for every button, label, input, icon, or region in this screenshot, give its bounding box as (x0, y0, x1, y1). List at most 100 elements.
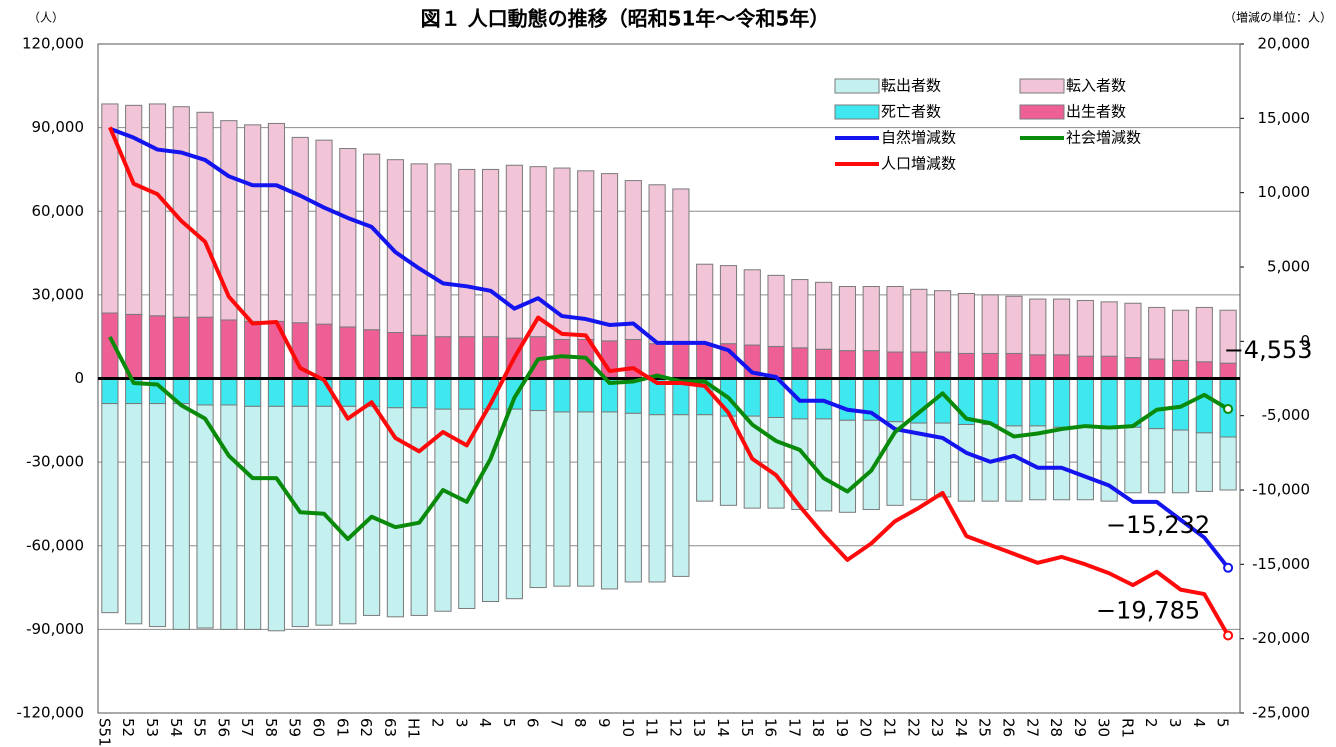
bar (934, 290, 952, 353)
bar (410, 378, 428, 409)
bar (815, 378, 833, 420)
bar (767, 417, 785, 509)
legend-label: 自然増減数 (881, 129, 956, 147)
bar (529, 166, 547, 338)
x-tick-label: 2 (1142, 718, 1160, 728)
y2-tick-label: 20,000 (1258, 35, 1311, 53)
x-tick-label: 3 (452, 718, 470, 728)
bar (1029, 378, 1047, 427)
bar (600, 173, 619, 342)
bar (386, 332, 404, 380)
bar (981, 294, 999, 354)
bar (696, 263, 714, 345)
x-tick-label: 14 (714, 718, 732, 737)
marker (1223, 404, 1234, 415)
bar (957, 292, 975, 354)
bar (481, 336, 500, 379)
x-tick-label: 60 (310, 718, 328, 737)
bar (339, 378, 357, 407)
bar (1219, 362, 1237, 380)
bar (838, 419, 857, 513)
bar (719, 415, 738, 506)
bar (458, 408, 476, 609)
x-tick-label: 15 (738, 718, 756, 737)
x-tick-label: 52 (119, 718, 137, 737)
legend-swatch (834, 78, 880, 94)
legend-label: 転出者数 (881, 77, 941, 95)
x-tick-label: 63 (381, 718, 399, 737)
x-tick-label: 7 (547, 718, 565, 728)
x-tick-label: 56 (214, 718, 232, 737)
bar (434, 336, 452, 379)
bar (1029, 298, 1047, 356)
bar (672, 343, 690, 379)
x-tick-label: 30 (1095, 718, 1113, 737)
bar (386, 378, 404, 409)
bar (458, 336, 476, 379)
bar (600, 411, 619, 590)
bar (886, 421, 904, 506)
y2-tick-label: 10,000 (1258, 183, 1311, 201)
bar (886, 378, 904, 423)
bar (1171, 309, 1190, 361)
bar (1052, 378, 1071, 428)
y2-tick-label: 15,000 (1258, 109, 1311, 127)
x-tick-label: 19 (833, 718, 851, 737)
bar (315, 139, 333, 325)
x-tick-label: 11 (643, 718, 661, 737)
bar (244, 405, 262, 630)
y-tick-label: -120,000 (17, 704, 84, 722)
x-tick-label: 29 (1071, 718, 1089, 737)
bar (529, 378, 547, 412)
bar (220, 378, 238, 406)
bar (577, 411, 595, 587)
x-tick-label: 24 (952, 718, 970, 737)
bar (505, 378, 523, 410)
legend-label: 出生者数 (1066, 103, 1126, 121)
bar (1124, 302, 1142, 359)
bar (291, 405, 309, 628)
bar (291, 378, 309, 407)
bar (410, 163, 428, 336)
bar (196, 111, 214, 318)
y-axis-label: （人） (28, 11, 64, 25)
bar (1052, 426, 1071, 501)
bar (1219, 309, 1237, 364)
bar (220, 319, 238, 379)
x-tick-label: 62 (357, 718, 375, 737)
x-tick-label: 8 (571, 718, 589, 728)
bar (672, 414, 690, 577)
x-tick-label: 27 (1023, 718, 1041, 737)
x-tick-label: 26 (999, 718, 1017, 737)
y2-tick-label: -10,000 (1252, 481, 1310, 499)
bar (386, 407, 404, 618)
bar (648, 343, 666, 379)
bar (148, 315, 167, 379)
y-tick-label: -30,000 (26, 453, 84, 471)
marker (1223, 630, 1234, 641)
x-tick-label: 3 (1166, 718, 1184, 728)
bar (981, 352, 999, 380)
bar (172, 403, 190, 630)
bar (1148, 306, 1166, 360)
y2-tick-label: 0 (1300, 332, 1310, 350)
bar (101, 378, 119, 405)
y-tick-label: 60,000 (32, 202, 85, 220)
bar (767, 345, 785, 380)
data-label: −4,553 (1224, 336, 1313, 364)
x-tick-label: 20 (857, 718, 875, 737)
data-label: −15,232 (1106, 511, 1210, 539)
legend-swatch (834, 104, 880, 120)
bar (815, 281, 833, 350)
bar (196, 316, 214, 379)
marker (1223, 562, 1234, 573)
bar (648, 184, 666, 345)
data-label: −19,785 (1096, 596, 1200, 624)
bar (1005, 378, 1023, 427)
bar (1052, 354, 1071, 379)
bar (624, 180, 642, 340)
bar (220, 120, 238, 321)
bar (743, 378, 761, 417)
bar (125, 104, 143, 315)
bar (1005, 295, 1023, 354)
